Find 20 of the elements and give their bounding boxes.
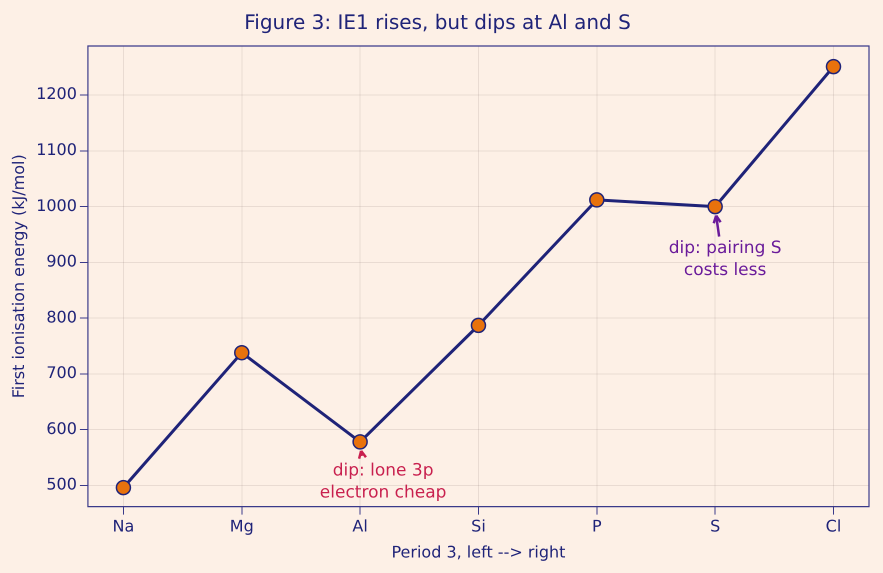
x-tick-label: Si [471,516,486,536]
y-tick-label: 700 [46,363,77,382]
x-tick-label: P [592,516,602,536]
y-tick-label: 600 [46,418,77,438]
x-tick-label: S [710,516,720,536]
x-tick-label: Mg [230,516,254,536]
y-tick-label: 1100 [36,140,77,159]
y-axis-title: First ionisation energy (kJ/mol) [8,154,28,398]
y-tick-label: 900 [46,252,77,271]
x-tick-label: Na [112,516,134,536]
x-axis-title: Period 3, left --> right [391,542,566,562]
y-tick-label: 800 [46,307,77,326]
x-tick-label: Cl [826,516,842,536]
y-tick-label: 1000 [36,196,77,215]
chart-title: Figure 3: IE1 rises, but dips at Al and S [244,10,631,34]
annotation: dip: pairing S costs less [668,238,782,280]
x-tick-label: Al [352,516,368,536]
y-tick-label: 500 [46,474,77,494]
annotation: dip: lone 3p electron cheap [320,460,446,502]
y-tick-label: 1200 [36,84,77,104]
